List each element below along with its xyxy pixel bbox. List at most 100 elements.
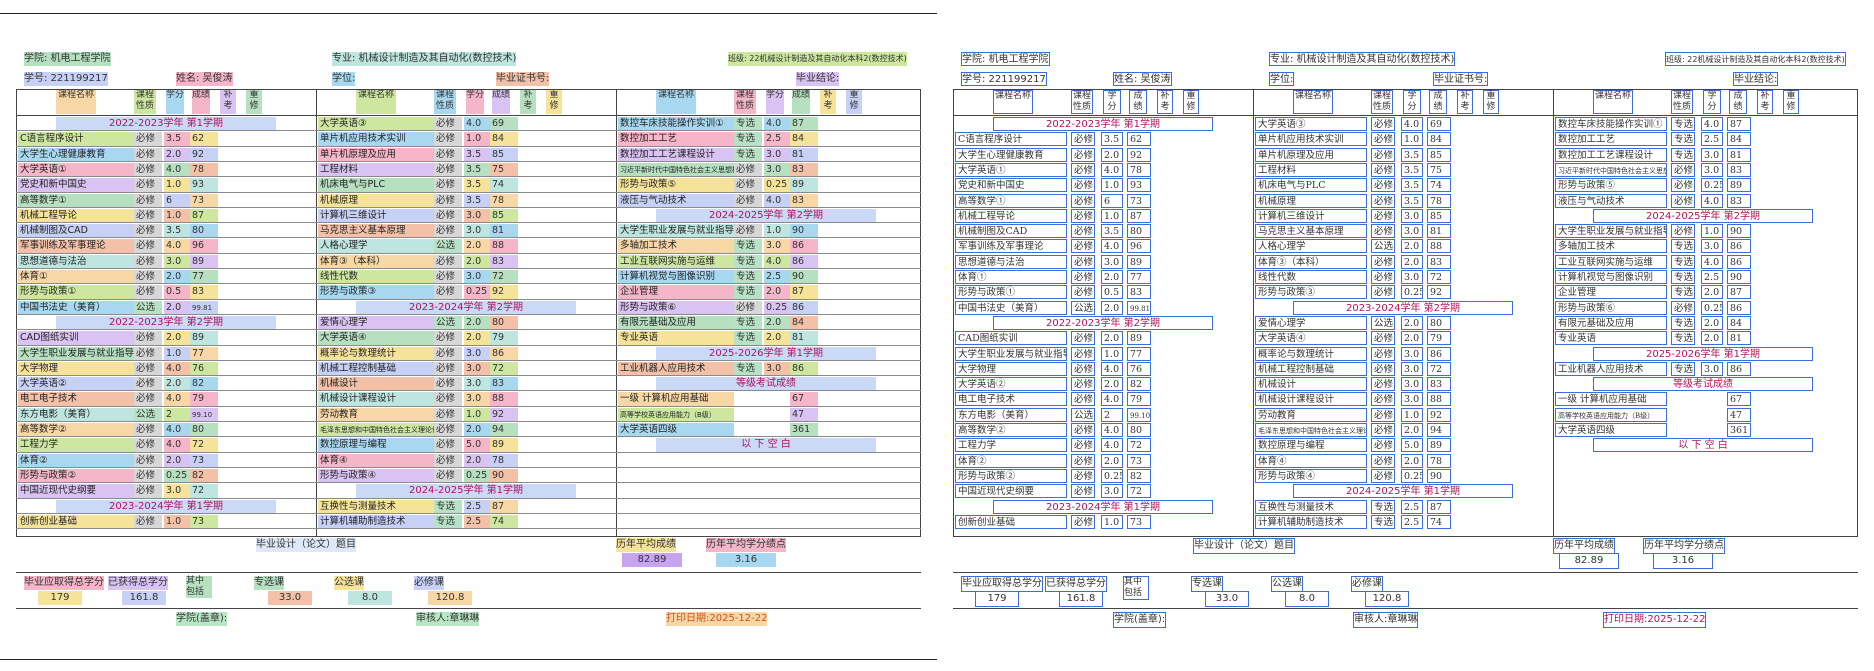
course-score: 74 [1427,178,1451,193]
required-course-value: 120.8 [1365,591,1409,607]
column-header-makeup: 补考 [220,90,236,114]
course-credit: 0.25 [464,285,490,300]
semester-heading: 2022-2023学年 第2学期 [56,315,276,330]
column-header-makeup: 补考 [1757,90,1773,114]
table-row: 创新创业基础 必修 1.0 73 [953,514,1253,531]
student-name-label: 姓名: 吴俊涛 [1113,72,1172,86]
course-type: 必修 [134,208,162,223]
table-row: 专业英语 专选 2.0 81 [616,330,916,347]
required-credits-value: 179 [38,591,82,605]
table-row: 以 下 空 白 [1553,437,1853,454]
column-header-group: 课程名称 课程性质 学分 成绩 补考 重修 [1253,90,1553,116]
column-header-makeup: 补考 [820,90,836,114]
table-row: CAD图纸实训 必修 2.0 89 [953,330,1253,347]
course-name: 大学英语② [955,377,1067,392]
course-score: 86 [1727,254,1751,269]
course-name: 工业互联网实施与运维 [1555,254,1667,269]
course-score: 84 [1727,132,1751,147]
course-score: 85 [1427,208,1451,223]
course-type: 专选 [734,361,762,376]
course-type: 必修 [1071,270,1095,284]
column-header-course-name: 课程名称 [1593,90,1633,114]
course-score: 73 [190,514,218,529]
course-score: 89 [1127,331,1151,346]
course-credit: 1.0 [1101,346,1123,361]
course-name: 单片机原理及应用 [1255,147,1367,162]
table-row: 高等学校英语应用能力（B级） 47 [1553,407,1853,424]
required-course-value: 120.8 [428,591,472,605]
table-row: 以 下 空 白 [616,437,916,454]
table-row: 概率论与数理统计 必修 3.0 86 [1253,346,1553,363]
course-name: 液压与气动技术 [1555,193,1667,208]
course-credit: 2.5 [1701,270,1723,284]
course-score: 90 [790,270,818,284]
column-header-group: 课程名称 课程性质 学分 成绩 补考 重修 [616,90,916,116]
course-type: 专选 [734,285,762,300]
table-row: 东方电影（美育） 公选 2 99.10 [953,407,1253,424]
row-rule [16,436,921,438]
course-name: C语言程序设计 [955,132,1067,147]
course-score: 69 [490,117,518,131]
course-name: 人格心理学 [318,239,434,254]
course-score: 80 [190,423,218,437]
course-credit: 2.0 [464,331,490,346]
course-name: 机械工程控制基础 [1255,361,1367,376]
table-row: 大学英语四级 361 [616,422,916,439]
table-row: 形势与政策① 必修 0.5 83 [953,284,1253,301]
course-credit: 3.0 [1401,377,1423,392]
table-row: 劳动教育 必修 1.0 92 [316,407,616,424]
table-row: 高等数学① 必修 6 73 [16,193,316,210]
course-score: 78 [490,453,518,468]
course-name: 机械原理 [1255,193,1367,208]
course-name: 机床电气与PLC [1255,178,1367,193]
course-name: 机械工程控制基础 [318,361,434,376]
course-credit: 3.0 [464,392,490,407]
table-row: 机械原理 必修 3.5 78 [1253,193,1553,210]
credit-gpa-value: 3.16 [1653,553,1713,569]
course-credit: 2.0 [764,331,790,346]
table-row: 东方电影（美育） 公选 2 99.10 [16,407,316,424]
course-score: 90 [1727,270,1751,284]
course-name: 计算机三维设计 [1255,208,1367,223]
course-type: 必修 [434,346,462,361]
including-label: 其中包括 [186,576,212,598]
course-score: 80 [490,315,518,330]
credit-gpa-label: 历年平均学分绩点 [706,538,786,552]
course-credit: 3.0 [1401,346,1423,361]
course-name: 计算机视觉与图像识别 [618,270,734,284]
course-name: 工程力学 [955,438,1067,453]
course-name: 体育② [955,453,1067,468]
course-credit: 1.0 [164,178,190,193]
course-type: 必修 [1371,147,1395,162]
course-credit: 2.0 [164,377,190,392]
course-type: 必修 [1071,162,1095,177]
table-row: 单片机原理及应用 必修 3.5 85 [1253,147,1553,164]
course-score: 74 [490,514,518,529]
course-name: 体育① [18,270,134,284]
course-score: 89 [190,331,218,346]
course-name: 形势与政策② [18,468,134,483]
course-credit: 2 [1101,407,1123,422]
course-name: CAD图纸实训 [18,331,134,346]
table-row: C语言程序设计 必修 3.5 62 [953,131,1253,148]
table-row: 2024-2025学年 第1学期 [1253,483,1553,500]
course-name: 企业管理 [1555,285,1667,300]
table-row: 高等数学② 必修 4.0 80 [16,422,316,439]
table-row: 机床电气与PLC 必修 3.5 74 [1253,177,1553,194]
course-name: 毛泽东思想和中国特色社会主义理论体系概论 [318,423,434,437]
course-name: 大学英语③ [1255,117,1367,131]
table-row: 等级考试成绩 [1553,376,1853,393]
course-score: 89 [790,178,818,193]
course-score: 86 [1727,361,1751,376]
course-credit: 2.0 [1101,300,1123,315]
course-name: 线性代数 [318,270,434,284]
course-score: 73 [1127,514,1151,529]
course-type: 必修 [1071,254,1095,269]
course-type: 必修 [134,270,162,284]
course-type: 必修 [1071,423,1095,437]
course-score: 83 [190,285,218,300]
